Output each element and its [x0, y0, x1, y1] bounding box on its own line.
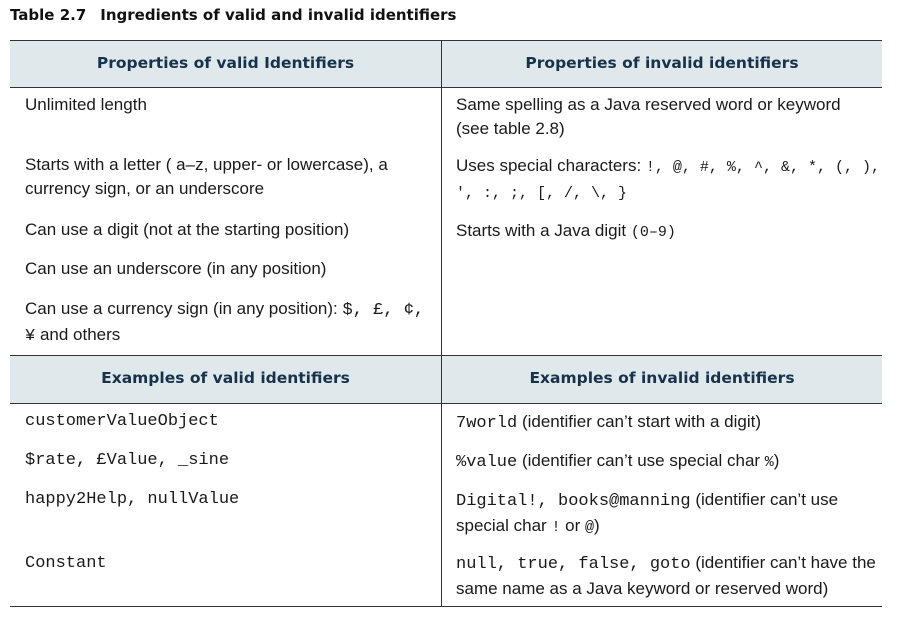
column-divider [441, 40, 442, 606]
invalid-example-4-text: (identifier can’t have the same name as … [456, 553, 876, 598]
invalid-example-2-text: (identifier can’t use special char [517, 451, 765, 470]
yen-sign: ¥ [25, 327, 36, 346]
table-number: Table 2.7 [10, 6, 87, 24]
examples-header-bottom-rule [10, 403, 882, 404]
invalid-example-3-text2: or [560, 516, 586, 535]
valid-property-1: Unlimited length [25, 95, 147, 114]
invalid-property-3-text: Starts with a Java digit [456, 221, 627, 240]
valid-example-4: Constant [25, 554, 107, 573]
invalid-example-2-code2: % [764, 454, 774, 471]
invalid-example-2-code: %value [456, 453, 518, 472]
invalid-example-1: 7world (identifier can’t start with a di… [456, 410, 881, 436]
top-rule [10, 40, 882, 41]
invalid-example-3-text3: ) [594, 516, 600, 535]
header-band-examples [10, 356, 882, 403]
invalid-example-1-text: (identifier can’t start with a digit) [517, 412, 761, 431]
invalid-property-2: Uses special characters: !, @, #, %, ^, … [456, 154, 881, 206]
java-digits: (0–9) [630, 224, 676, 241]
invalid-example-3-code: Digital!, books@manning [456, 492, 691, 511]
invalid-property-1: Same spelling as a Java reserved word or… [456, 95, 841, 138]
header-bottom-rule [10, 87, 882, 88]
invalid-example-4-code: null, true, false, goto [456, 555, 691, 574]
invalid-example-2-text2: ) [773, 451, 780, 470]
valid-property-4: Can use an underscore (in any position) [25, 259, 327, 278]
valid-property-5-tail: and others [39, 325, 121, 344]
header-valid-examples: Examples of valid identifiers [101, 369, 350, 387]
header-invalid-examples: Examples of invalid identifiers [529, 369, 795, 387]
invalid-property-3: Starts with a Java digit (0–9) [456, 219, 876, 245]
invalid-example-3-code3: @ [585, 519, 595, 536]
invalid-example-1-code: 7world [456, 414, 518, 433]
special-chars-line2: ', :, ;, [, /, \, } [456, 185, 628, 202]
header-invalid-properties: Properties of invalid identifiers [525, 54, 799, 72]
bottom-rule [10, 606, 882, 607]
invalid-example-3-text: (identifier can’t use special char [456, 490, 839, 535]
invalid-example-3: Digital!, books@manning (identifier can’… [456, 488, 881, 540]
valid-property-5-text: Can use a currency sign (in any position… [25, 299, 338, 318]
table-title: Ingredients of valid and invalid identif… [100, 6, 457, 24]
table-caption: Table 2.7 Ingredients of valid and invali… [10, 6, 456, 24]
valid-example-2: $rate, £Value, _sine [25, 451, 230, 470]
header-valid-properties: Properties of valid Identifiers [96, 54, 355, 72]
valid-property-5: Can use a currency sign (in any position… [25, 297, 435, 349]
special-chars-line1: !, @, #, %, ^, &, *, (, ), [645, 159, 880, 176]
valid-example-3: happy2Help, nullValue [25, 490, 240, 509]
invalid-example-4: null, true, false, goto (identifier can’… [456, 551, 881, 601]
section-rule [10, 355, 882, 356]
invalid-example-2: %value (identifier can’t use special cha… [456, 449, 881, 475]
currency-signs: $, £, ¢, [342, 301, 425, 320]
invalid-property-2-text: Uses special characters: [456, 156, 642, 175]
valid-property-3: Can use a digit (not at the starting pos… [25, 220, 350, 239]
invalid-example-3-code2: ! [551, 519, 561, 536]
header-band-properties [10, 41, 882, 87]
valid-property-2: Starts with a letter ( a–z, upper- or lo… [25, 155, 388, 198]
valid-example-1: customerValueObject [25, 412, 219, 431]
